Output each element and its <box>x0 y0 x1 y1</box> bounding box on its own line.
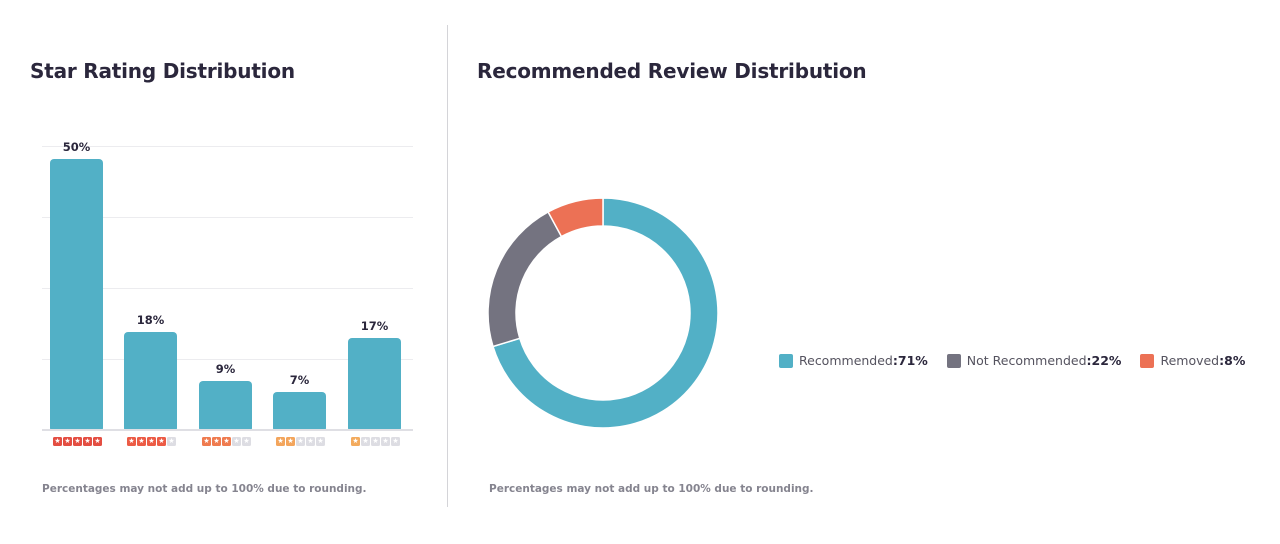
bar-3-star <box>199 381 252 430</box>
recommended-swatch <box>779 353 793 368</box>
legend-value: 8% <box>1224 353 1246 368</box>
legend-item-removed: Removed: 8% <box>1140 353 1245 368</box>
star-filled-icon: ★ <box>127 437 136 446</box>
rounding-footnote: Percentages may not add up to 100% due t… <box>489 483 814 495</box>
removed-segment <box>547 197 604 238</box>
star-empty-icon: ★ <box>361 437 370 446</box>
gridline <box>42 359 413 360</box>
legend-item-recommended: Recommended: 71% <box>779 353 928 368</box>
not-recommended-swatch <box>946 353 961 368</box>
star-filled-icon: ★ <box>212 437 221 446</box>
bar-2-star <box>273 392 326 430</box>
star-empty-icon: ★ <box>232 437 241 446</box>
bar-value-label: 18% <box>136 313 165 328</box>
star-rating-title: Star Rating Distribution <box>30 59 295 83</box>
star-filled-icon: ★ <box>53 437 62 446</box>
star-empty-icon: ★ <box>391 437 400 446</box>
gridline <box>42 217 413 218</box>
not-recommended-segment <box>487 210 563 348</box>
star-empty-icon: ★ <box>381 437 390 446</box>
recommended-review-title: Recommended Review Distribution <box>477 59 867 83</box>
star-empty-icon: ★ <box>242 437 251 446</box>
bar-value-label: 50% <box>62 140 91 154</box>
removed-swatch <box>1140 353 1155 368</box>
bar-4-star <box>124 332 177 430</box>
legend-label: Recommended <box>799 353 893 368</box>
rounding-footnote: Percentages may not add up to 100% due t… <box>42 483 367 495</box>
star-rating-icons-2: ★ ★ ★ ★ ★ <box>276 437 325 446</box>
star-filled-icon: ★ <box>73 437 82 446</box>
legend-item-not-recommended: Not Recommended: 22% <box>946 353 1122 368</box>
donut-legend: Recommended: 71% Not Recommended: 22% Re… <box>779 353 1245 368</box>
star-filled-icon: ★ <box>147 437 156 446</box>
recommended-review-panel: Recommended Review Distribution Recommen… <box>448 0 1280 544</box>
bar-1-star <box>348 337 401 430</box>
legend-label: Not Recommended <box>966 353 1087 368</box>
star-filled-icon: ★ <box>202 437 211 446</box>
star-empty-icon: ★ <box>296 437 305 446</box>
star-filled-icon: ★ <box>93 437 102 446</box>
panel-divider <box>447 25 448 507</box>
bar-5-star <box>50 159 103 430</box>
star-filled-icon: ★ <box>276 437 285 446</box>
star-filled-icon: ★ <box>157 437 166 446</box>
star-empty-icon: ★ <box>306 437 315 446</box>
star-empty-icon: ★ <box>167 437 176 446</box>
star-filled-icon: ★ <box>63 437 72 446</box>
star-rating-icons-4: ★ ★ ★ ★ ★ <box>127 437 176 446</box>
star-filled-icon: ★ <box>351 437 360 446</box>
star-rating-icons-3: ★ ★ ★ ★ ★ <box>202 437 251 446</box>
bar-value-label: 17% <box>360 318 389 333</box>
recommended-segment <box>492 197 719 429</box>
star-filled-icon: ★ <box>83 437 92 446</box>
gridline <box>42 288 413 289</box>
bar-value-label: 7% <box>289 373 310 388</box>
star-rating-icons-5: ★ ★ ★ ★ ★ <box>53 437 102 446</box>
legend-label: Removed <box>1160 353 1220 368</box>
star-rating-bar-chart: 50% ★ ★ ★ ★ ★ 18% ★ ★ ★ ★ ★ 9% ★ ★ ★ ★ ★ 7% ★ ★ ★ ★ ★ 17% ★ ★ ★ ★ ★ <box>42 100 413 460</box>
x-axis-baseline <box>42 429 413 431</box>
star-empty-icon: ★ <box>371 437 380 446</box>
star-filled-icon: ★ <box>137 437 146 446</box>
donut-svg <box>487 197 719 429</box>
bar-value-label: 9% <box>215 362 236 377</box>
gridline <box>42 146 413 147</box>
star-filled-icon: ★ <box>222 437 231 446</box>
star-empty-icon: ★ <box>316 437 325 446</box>
star-filled-icon: ★ <box>286 437 295 446</box>
legend-value: 71% <box>897 353 928 368</box>
legend-value: 22% <box>1091 353 1122 368</box>
recommended-donut-chart <box>487 197 719 429</box>
star-rating-icons-1: ★ ★ ★ ★ ★ <box>351 437 400 446</box>
star-rating-panel: Star Rating Distribution 50% ★ ★ ★ ★ ★ 18% ★ ★ ★ ★… <box>0 0 447 544</box>
